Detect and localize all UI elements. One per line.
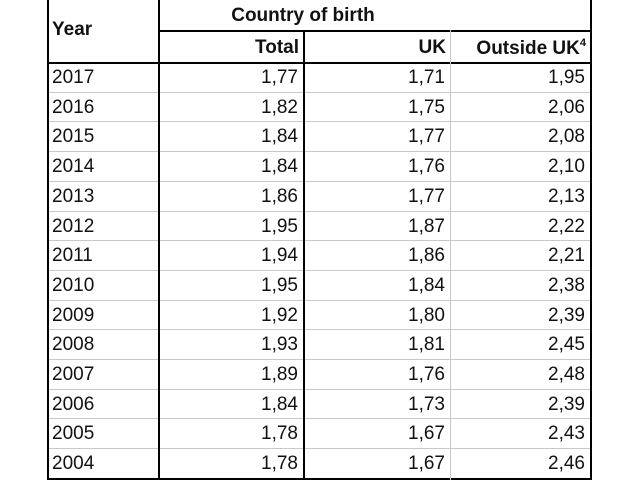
year-cell: 2004: [52, 453, 95, 475]
value-cell: 1,67: [408, 453, 445, 475]
year-cell: 2016: [52, 96, 95, 118]
grid-line: [47, 359, 590, 360]
value-cell: 1,71: [408, 67, 445, 88]
value-cell: 1,84: [408, 274, 445, 296]
value-cell: 2,46: [548, 453, 585, 475]
group-header: Country of birth: [231, 5, 375, 26]
value-cell: 2,10: [548, 156, 585, 178]
value-cell: 1,89: [261, 364, 298, 385]
grid-line: [47, 448, 590, 450]
grid-line: [47, 121, 590, 123]
value-cell: 1,76: [408, 364, 445, 385]
year-cell: 2017: [52, 67, 95, 88]
grid-line: [47, 180, 590, 182]
grid-line: [303, 30, 305, 480]
value-cell: 2,06: [548, 96, 585, 118]
column-header: UK: [418, 37, 446, 58]
value-cell: 1,76: [408, 156, 445, 178]
value-cell: 1,80: [408, 304, 445, 326]
value-cell: 2,39: [548, 304, 585, 326]
year-cell: 2010: [52, 274, 95, 296]
year-cell: 2014: [52, 156, 95, 178]
column-header: Outside UK4: [450, 37, 586, 59]
year-cell: 2005: [52, 423, 95, 445]
year-cell: 2015: [52, 126, 95, 148]
value-cell: 2,43: [548, 423, 585, 445]
value-cell: 2,39: [548, 393, 585, 415]
value-cell: 1,94: [261, 245, 298, 267]
grid-line: [47, 91, 590, 93]
value-cell: 1,77: [261, 67, 298, 88]
year-cell: 2008: [52, 334, 95, 356]
grid-line: [47, 240, 590, 242]
value-cell: 1,95: [261, 215, 298, 237]
year-cell: 2011: [52, 245, 93, 267]
grid-line: [47, 299, 590, 301]
value-cell: 2,13: [548, 185, 585, 207]
value-cell: 1,95: [548, 67, 585, 88]
year-cell: 2006: [52, 393, 95, 415]
grid-line: [47, 388, 590, 390]
value-cell: 1,84: [261, 126, 298, 148]
column-header: Total: [255, 37, 299, 58]
value-cell: 1,77: [408, 185, 445, 207]
column-header-text: Outside UK: [476, 38, 580, 59]
value-cell: 2,38: [548, 274, 585, 296]
value-cell: 2,22: [548, 215, 585, 237]
grid-line: [450, 30, 451, 480]
grid-line: [47, 0, 49, 480]
footnote-mark: 4: [579, 37, 586, 49]
value-cell: 1,84: [261, 393, 298, 415]
grid-line: [47, 329, 590, 331]
value-cell: 1,75: [408, 96, 445, 118]
grid-line: [47, 269, 590, 271]
value-cell: 1,67: [408, 423, 445, 445]
grid-line: [47, 62, 590, 64]
year-cell: 2012: [52, 215, 95, 237]
grid-line: [590, 0, 592, 480]
value-cell: 2,48: [548, 364, 585, 385]
grid-line: [158, 30, 590, 32]
value-cell: 1,82: [261, 96, 298, 118]
year-cell: 2007: [52, 364, 95, 385]
value-cell: 1,81: [408, 334, 445, 356]
grid-line: [47, 418, 590, 420]
grid-line: [158, 0, 160, 480]
grid-line: [47, 151, 590, 153]
value-cell: 1,77: [408, 126, 445, 148]
value-cell: 1,78: [261, 453, 298, 475]
year-header: Year: [52, 19, 93, 40]
value-cell: 1,93: [261, 334, 298, 356]
value-cell: 2,45: [548, 334, 585, 356]
value-cell: 1,87: [408, 215, 445, 237]
value-cell: 2,21: [548, 245, 585, 267]
value-cell: 1,95: [261, 274, 298, 296]
grid-line: [47, 210, 590, 212]
value-cell: 2,08: [548, 126, 585, 148]
value-cell: 1,78: [261, 423, 298, 445]
year-cell: 2013: [52, 185, 95, 207]
grid-line: [47, 477, 590, 480]
value-cell: 1,86: [408, 245, 445, 267]
value-cell: 1,84: [261, 156, 298, 178]
year-cell: 2009: [52, 304, 95, 326]
value-cell: 1,73: [408, 393, 445, 415]
value-cell: 1,86: [261, 185, 298, 207]
value-cell: 1,92: [261, 304, 298, 326]
